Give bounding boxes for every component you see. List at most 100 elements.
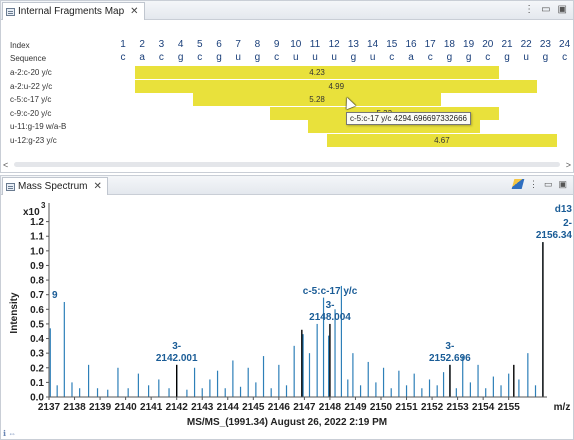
window-controls: ⋮ ▭ ▣ xyxy=(524,4,567,16)
y-tick-label: 0.4 xyxy=(30,334,44,345)
sequence-cell: c xyxy=(389,52,395,63)
minimize-icon[interactable]: ▭ xyxy=(541,4,551,15)
y-tick-label: 0.1 xyxy=(30,378,44,389)
minimize-icon[interactable]: ▭ xyxy=(543,179,553,189)
peak-charge-label: 3- xyxy=(172,341,181,352)
sequence-cell: u xyxy=(293,52,299,63)
fragment-label: a-2:u-22 y/c xyxy=(10,81,53,91)
edit-annotations-icon[interactable] xyxy=(511,179,525,189)
fragment-score: 4.99 xyxy=(328,81,345,91)
x-tick-label: 2155 xyxy=(498,402,521,413)
sequence-cell: c xyxy=(274,52,280,63)
spectrum-tabbar: Mass Spectrum ✕ ⋮ ▭ ▣ xyxy=(1,176,573,195)
sequence-cell: c xyxy=(562,52,568,63)
mass-spectrum-chart[interactable]: x10 3 Intensity 0.0 0.1 0.2 0.3 0.4 0.5 0.6 0.7… xyxy=(1,195,573,429)
peak-ion-label: c-5:c-17 y/c xyxy=(303,286,358,297)
scroll-left-icon[interactable]: < xyxy=(3,159,9,170)
y-tick-label: 0.6 xyxy=(30,305,44,316)
y-exponent: 3 xyxy=(41,201,46,210)
maximize-icon[interactable]: ▣ xyxy=(557,4,567,15)
scroll-right-icon[interactable]: > xyxy=(565,159,571,170)
horizontal-scrollbar[interactable]: < > xyxy=(3,159,571,170)
scroll-track[interactable] xyxy=(14,162,560,167)
index-cell: 20 xyxy=(482,39,494,50)
x-tick-label: 2149 xyxy=(344,402,367,413)
x-tick-label: 2143 xyxy=(191,402,214,413)
fragment-label: a-2:c-20 y/c xyxy=(10,68,52,77)
sequence-cell: c xyxy=(485,52,491,63)
x-tick-label: 2147 xyxy=(293,402,316,413)
index-cell: 11 xyxy=(309,39,321,50)
index-cell: 9 xyxy=(273,39,280,50)
sequence-cell: a xyxy=(139,52,145,63)
index-cell: 14 xyxy=(367,39,379,50)
index-cell: 17 xyxy=(424,39,436,50)
fragments-panel: Internal Fragments Map ✕ ⋮ ▭ ▣ Index Seq… xyxy=(0,0,574,173)
x-tick-label: 2152 xyxy=(421,402,444,413)
fragment-bar[interactable] xyxy=(192,93,442,106)
spectrum-view-icon xyxy=(6,182,15,191)
sequence-cell: c xyxy=(120,52,126,63)
y-tick-label: 0.2 xyxy=(30,363,44,374)
y-tick-label: 0.7 xyxy=(30,290,44,301)
index-cell: 1 xyxy=(120,39,126,50)
close-icon[interactable]: ✕ xyxy=(93,180,102,192)
x-tick-label: 2141 xyxy=(140,402,163,413)
index-cell: 24 xyxy=(559,39,571,50)
view-menu-icon[interactable]: ⋮ xyxy=(528,179,538,189)
sequence-cell: c xyxy=(158,52,164,63)
peak-charge-label: 2- xyxy=(563,218,572,229)
y-tick-label: 1.1 xyxy=(30,232,44,243)
fragment-score: 4.23 xyxy=(309,68,325,77)
index-cell: 13 xyxy=(347,39,359,50)
peak-mz-label: 2142.001 xyxy=(156,353,198,364)
sequence-cell: u xyxy=(523,52,529,63)
x-tick-label: 2154 xyxy=(472,402,495,413)
y-tick-label: 0.8 xyxy=(30,276,44,287)
y-tick-label: 0.9 xyxy=(30,261,44,272)
map-view-icon xyxy=(6,7,15,16)
fragment-bar[interactable] xyxy=(135,66,499,79)
tab-mass-spectrum[interactable]: Mass Spectrum ✕ xyxy=(2,177,108,195)
x-axis-label: m/z xyxy=(554,402,571,413)
fragment-tooltip: c-5:c-17 y/c 4294.696697332666 xyxy=(346,112,471,125)
sequence-cell: g xyxy=(504,52,510,63)
x-tick-label: 2137 xyxy=(38,402,61,413)
index-cell: 21 xyxy=(501,39,513,50)
sequence-cell: g xyxy=(254,52,261,63)
x-tick-label: 2153 xyxy=(446,402,469,413)
peak-mz-label: 2152.696 xyxy=(429,353,471,364)
x-tick-label: 2144 xyxy=(217,402,240,413)
y-tick-label: 1.2 xyxy=(30,217,44,228)
x-tick-label: 2140 xyxy=(114,402,137,413)
sequence-cell: g xyxy=(177,52,184,63)
status-icons: ℹ ⇔ xyxy=(3,429,17,438)
maximize-icon[interactable]: ▣ xyxy=(558,179,567,189)
fragment-label: c-5:c-17 y/c xyxy=(10,95,52,104)
tab-internal-fragments-map[interactable]: Internal Fragments Map ✕ xyxy=(2,2,145,20)
y-tick-label: 0.5 xyxy=(30,319,44,330)
index-cell: 16 xyxy=(405,39,417,50)
close-icon[interactable]: ✕ xyxy=(130,5,139,17)
sequence-cell: g xyxy=(216,52,222,63)
peak-mz-label: 9 xyxy=(52,290,58,301)
y-tick-label: 0.3 xyxy=(30,349,44,360)
sequence-cell: u xyxy=(235,52,241,63)
sequence-cell: g xyxy=(465,52,472,63)
fragments-tabbar: Internal Fragments Map ✕ ⋮ ▭ ▣ xyxy=(1,1,573,20)
x-tick-label: 2151 xyxy=(395,402,418,413)
index-cell: 19 xyxy=(463,39,475,50)
fragment-bar[interactable] xyxy=(135,79,538,93)
view-menu-icon[interactable]: ⋮ xyxy=(524,4,535,15)
index-cell: 12 xyxy=(328,39,340,50)
tab-title: Mass Spectrum xyxy=(18,181,88,192)
fragment-label: u-11:g-19 w/a-B xyxy=(10,122,67,131)
sequence-cell: u xyxy=(369,52,376,63)
x-tick-label: 2145 xyxy=(242,402,265,413)
fragment-bar[interactable] xyxy=(327,133,557,147)
x-tick-label: 2146 xyxy=(268,402,291,413)
y-tick-label: 0.0 xyxy=(30,393,44,404)
peak-ion-label: d13 xyxy=(555,204,573,215)
mass-spectrum-panel: Mass Spectrum ✕ ⋮ ▭ ▣ x10 3 Intensity 0.… xyxy=(0,175,574,440)
fragment-label: c-9:c-20 y/c xyxy=(10,108,52,118)
